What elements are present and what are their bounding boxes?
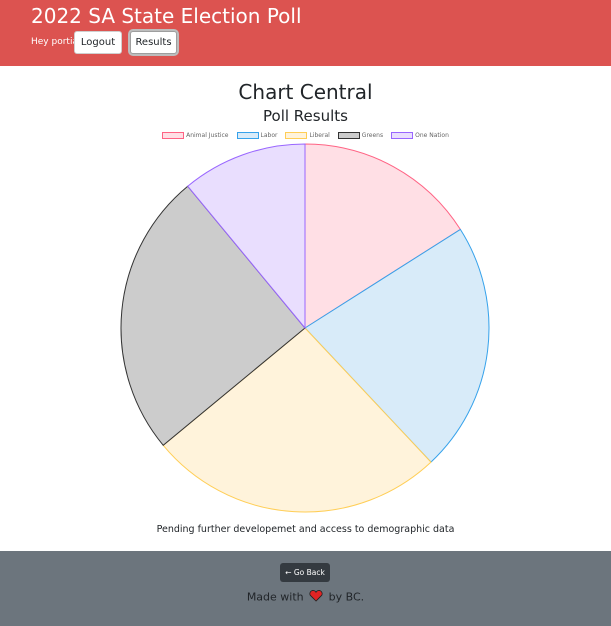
legend-item[interactable]: Animal Justice (162, 132, 229, 139)
made-with-prefix: Made with (246, 590, 304, 604)
legend-item[interactable]: One Nation (391, 132, 449, 139)
chart-legend: Animal Justice Labor Liberal Greens One Nati… (0, 132, 611, 139)
legend-swatch (162, 132, 185, 139)
pie-slice-animal-justice[interactable] (304, 143, 462, 329)
pie-slice-liberal[interactable] (162, 327, 432, 513)
go-back-button[interactable]: ← Go Back (280, 563, 330, 582)
legend-label: Labor (260, 132, 278, 139)
pie-slice-labor[interactable] (304, 228, 490, 463)
legend-swatch (236, 132, 259, 139)
legend-label: Animal Justice (186, 132, 229, 139)
legend-item[interactable]: Greens (337, 132, 384, 139)
legend-label: Liberal (309, 132, 330, 139)
status-note: Pending further developemet and access t… (156, 524, 455, 535)
pie-slice-greens[interactable] (120, 185, 306, 446)
legend-swatch (337, 132, 360, 139)
results-button[interactable]: Results (130, 31, 177, 54)
made-with-suffix: by BC. (328, 590, 365, 604)
heart-icon (309, 590, 323, 605)
app-title: 2022 SA State Election Poll (31, 4, 302, 28)
legend-item[interactable]: Labor (236, 132, 278, 139)
app-header: 2022 SA State Election Poll Hey portia! … (0, 0, 611, 66)
legend-label: One Nation (415, 132, 449, 139)
pie-slice-one-nation[interactable] (187, 143, 306, 330)
user-greeting: Hey portia! (31, 37, 82, 47)
page-title: Chart Central (238, 80, 373, 104)
legend-swatch (285, 132, 308, 139)
legend-item[interactable]: Liberal (285, 132, 330, 139)
legend-swatch (391, 132, 414, 139)
legend-label: Greens (361, 132, 384, 139)
logout-button[interactable]: Logout (74, 31, 122, 54)
chart-subtitle: Poll Results (263, 107, 348, 125)
made-with-credit: Made with by BC. (0, 590, 611, 605)
